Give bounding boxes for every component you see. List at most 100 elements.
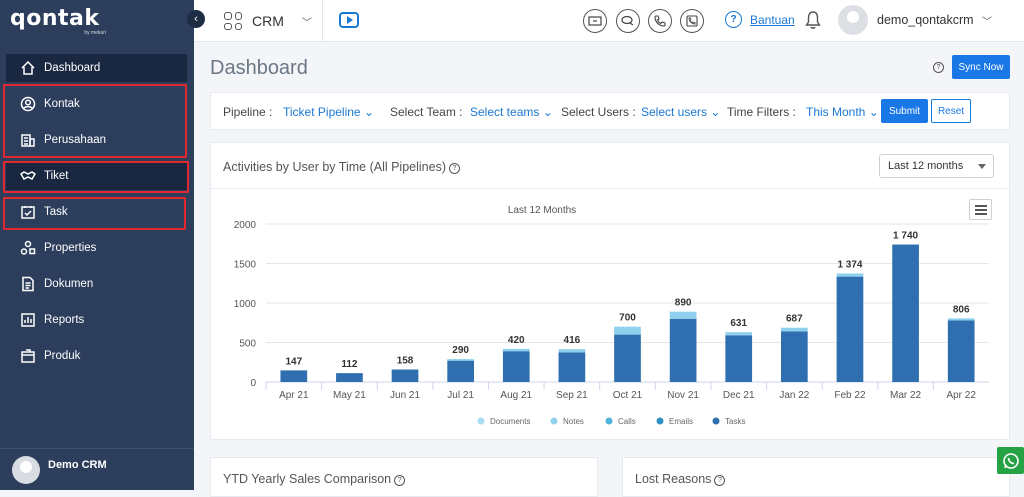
x-tick-label: Nov 21 xyxy=(667,390,699,401)
chart-title: Last 12 Months xyxy=(508,205,576,216)
video-icon[interactable] xyxy=(339,12,359,28)
whatsapp-icon[interactable] xyxy=(997,447,1024,474)
sidebar-item-label: Dokumen xyxy=(44,278,94,290)
page-title: Dashboard xyxy=(210,57,308,79)
x-tick-label: Apr 22 xyxy=(946,390,976,401)
bar-notes xyxy=(502,348,530,352)
ytd-sales-card: YTD Yearly Sales Comparison? xyxy=(210,457,598,497)
sidebar: qontak by mekari Dashboard Kontak Perusa… xyxy=(0,0,194,490)
help-icon[interactable]: ? xyxy=(933,62,944,73)
y-tick-label: 1500 xyxy=(234,260,257,271)
sidebar-item-task[interactable]: Task xyxy=(6,198,187,226)
sidebar-item-dokumen[interactable]: Dokumen xyxy=(6,270,187,298)
bar-notes xyxy=(447,359,475,361)
bar-tasks xyxy=(892,244,919,382)
bar-tasks xyxy=(725,335,753,382)
data-label: 700 xyxy=(619,313,636,324)
chevron-down-icon[interactable]: ﹀ xyxy=(982,17,992,28)
help-icon[interactable]: ? xyxy=(394,475,406,486)
activities-chart: Last 12 Months 0 500 1000 1500 2000 147 Apr 21 1… xyxy=(234,205,989,426)
user-name[interactable]: demo_qontakcrm xyxy=(877,13,974,27)
x-tick-label: Oct 21 xyxy=(613,390,643,401)
sidebar-item-kontak[interactable]: Kontak xyxy=(6,90,187,118)
avatar[interactable] xyxy=(838,5,868,35)
user-circle-icon xyxy=(20,96,36,112)
collapse-sidebar-button[interactable]: ‹ xyxy=(187,10,205,28)
range-select[interactable]: Last 12 months xyxy=(879,154,994,178)
data-label: 890 xyxy=(675,298,692,309)
ytd-title-text: YTD Yearly Sales Comparison xyxy=(223,472,392,486)
team-value: Select teams xyxy=(470,105,540,119)
sidebar-item-label: Perusahaan xyxy=(44,134,107,146)
sidebar-item-properties[interactable]: Properties xyxy=(6,234,187,262)
lost-card-title: Lost Reasons? xyxy=(635,472,726,486)
submit-button[interactable]: Submit xyxy=(881,99,928,123)
pipeline-value: Ticket Pipeline xyxy=(283,105,361,119)
phone-icon[interactable] xyxy=(648,9,672,33)
pipeline-select[interactable]: Ticket Pipeline ⌄ xyxy=(283,105,374,119)
x-tick-label: Jun 21 xyxy=(390,390,420,401)
users-select[interactable]: Select users ⌄ xyxy=(641,105,720,119)
phone-log-icon[interactable] xyxy=(680,9,704,33)
brand-name: qontak xyxy=(10,6,100,31)
chevron-down-icon: ⌄ xyxy=(868,105,879,119)
x-tick-label: May 21 xyxy=(333,390,366,401)
data-label: 416 xyxy=(564,335,581,346)
checkbox-icon xyxy=(21,206,35,219)
box-icon xyxy=(21,349,35,363)
bell-icon[interactable] xyxy=(805,10,821,30)
legend-marker xyxy=(656,417,664,425)
chevron-down-icon: ﹀ xyxy=(301,17,312,29)
avatar xyxy=(12,455,40,484)
qontak-logo[interactable]: qontak by mekari xyxy=(10,6,120,38)
y-tick-label: 0 xyxy=(250,378,256,389)
chart-menu-button[interactable] xyxy=(969,199,992,220)
ytd-card-title: YTD Yearly Sales Comparison? xyxy=(223,472,406,486)
brand-sub: by mekari xyxy=(84,30,106,36)
x-tick-label: Sep 21 xyxy=(556,390,588,401)
team-select[interactable]: Select teams ⌄ xyxy=(470,105,553,119)
highlight-box-task xyxy=(3,197,186,230)
sidebar-item-label: Properties xyxy=(44,242,97,254)
sidebar-item-tiket[interactable]: Tiket xyxy=(6,162,187,190)
sync-now-button[interactable]: Sync Now xyxy=(952,55,1010,79)
sidebar-footer-user[interactable]: Demo CRM xyxy=(0,448,194,490)
legend-marker xyxy=(550,417,558,425)
help-icon[interactable]: ? xyxy=(714,475,726,486)
bar-tasks xyxy=(780,331,808,382)
bar-notes xyxy=(836,273,864,277)
data-label: 290 xyxy=(452,345,469,356)
sidebar-item-label: Kontak xyxy=(44,98,80,110)
sidebar-item-perusahaan[interactable]: Perusahaan xyxy=(6,126,187,154)
legend-label: Calls xyxy=(618,417,636,426)
chevron-left-icon: ‹ xyxy=(194,13,198,25)
chevron-down-icon: ⌄ xyxy=(363,105,374,119)
bar-notes xyxy=(725,332,753,336)
bar-tasks xyxy=(947,320,975,382)
reset-button[interactable]: Reset xyxy=(931,99,971,123)
data-label: 420 xyxy=(508,335,525,346)
time-label: Time Filters : xyxy=(727,105,796,119)
sidebar-item-reports[interactable]: Reports xyxy=(6,306,187,334)
help-link[interactable]: Bantuan xyxy=(750,13,795,27)
home-icon xyxy=(21,60,35,75)
ticket-icon[interactable] xyxy=(583,9,607,33)
time-select[interactable]: This Month ⌄ xyxy=(806,105,879,119)
bar-tasks xyxy=(614,334,641,382)
legend-marker xyxy=(712,417,720,425)
sidebar-item-dashboard[interactable]: Dashboard xyxy=(6,54,187,82)
bar-tasks xyxy=(669,318,697,382)
data-label: 112 xyxy=(341,359,358,370)
x-tick-label: Aug 21 xyxy=(500,390,532,401)
data-label: 631 xyxy=(730,318,747,329)
app-switcher[interactable]: CRM ﹀ xyxy=(224,0,312,42)
sidebar-item-label: Reports xyxy=(44,314,85,326)
highlight-box-tiket xyxy=(3,161,189,193)
help-icon[interactable]: ? xyxy=(448,163,460,174)
help-icon[interactable]: ? xyxy=(725,11,742,28)
chat-icon[interactable] xyxy=(616,9,640,33)
x-tick-label: Feb 22 xyxy=(834,390,866,401)
legend-label: Emails xyxy=(669,417,693,426)
sidebar-item-label: Tiket xyxy=(44,170,69,182)
sidebar-item-produk[interactable]: Produk xyxy=(6,342,187,370)
